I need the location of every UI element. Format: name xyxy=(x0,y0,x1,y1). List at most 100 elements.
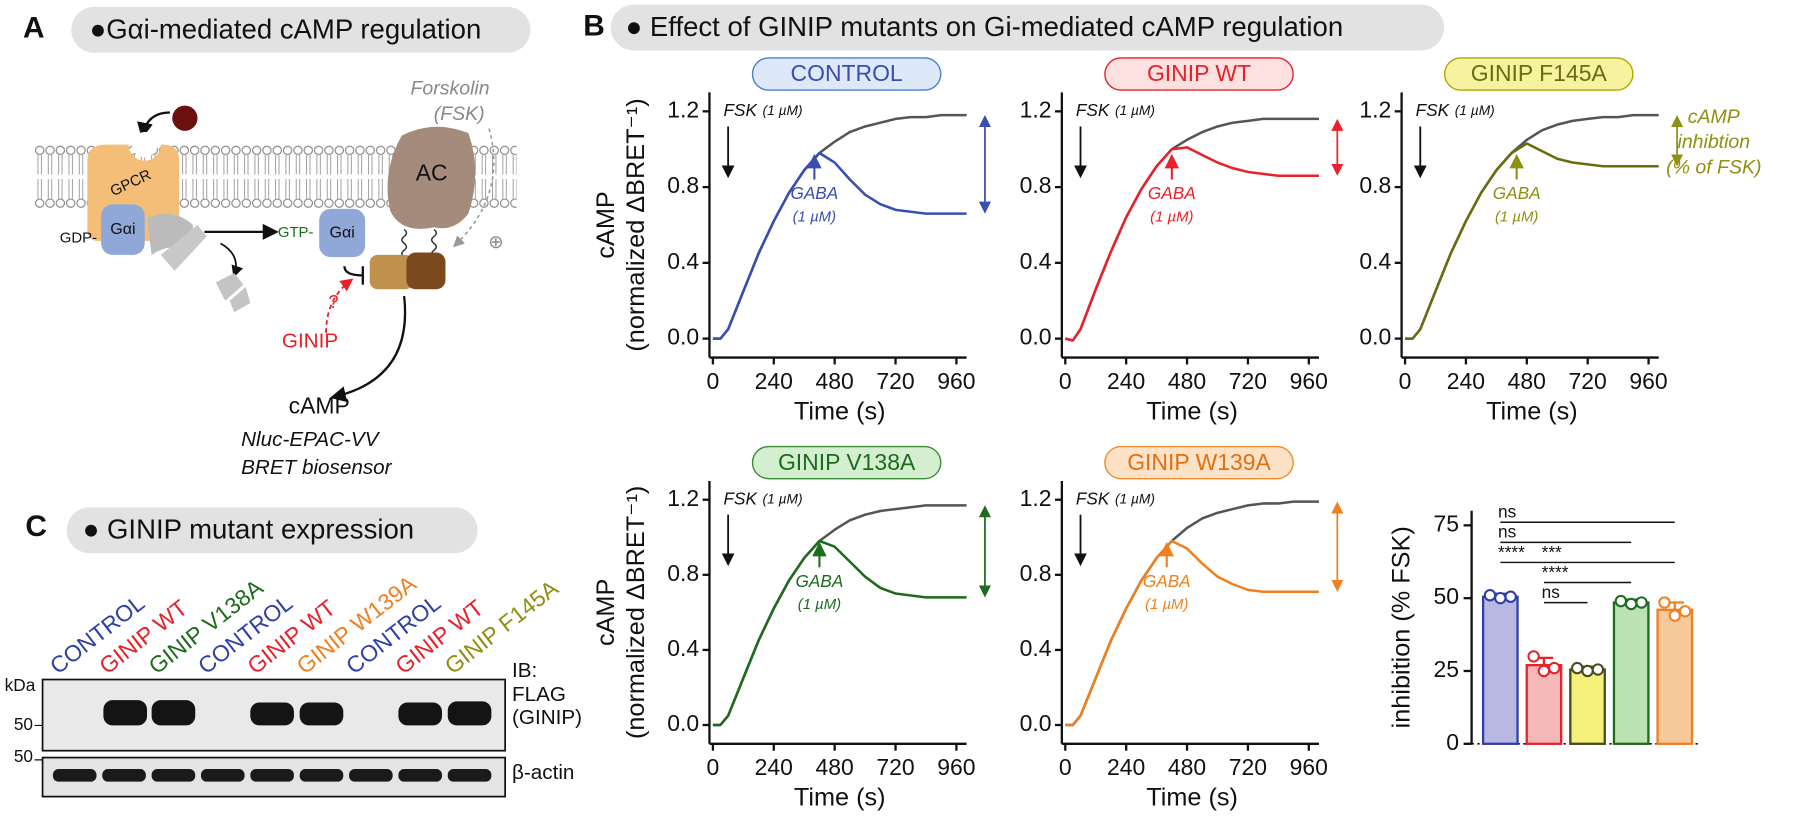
series-line xyxy=(1405,113,1659,340)
fsk-sub: (1 µM) xyxy=(1115,103,1155,118)
flag-bands xyxy=(103,700,492,726)
g-alpha xyxy=(319,208,366,258)
y-tick-label: 0.0 xyxy=(1020,324,1052,350)
actin-band xyxy=(102,769,146,782)
note: inhibtion xyxy=(1677,131,1750,153)
y-tick-label: 0.4 xyxy=(1359,248,1391,274)
fsk-sub: (1 µM) xyxy=(1115,491,1155,506)
data-point xyxy=(1537,664,1551,678)
actin-band xyxy=(151,769,196,782)
title-pill xyxy=(1104,445,1294,480)
actin-band xyxy=(349,769,393,782)
x-axis-label: Time (s) xyxy=(794,397,886,425)
gaba-label: GABA xyxy=(1493,183,1541,203)
gdp-label: GDP- xyxy=(60,230,97,247)
catalytic-domain xyxy=(406,252,446,290)
fsk-label: FSK xyxy=(1076,100,1111,120)
panel-title: ● GINIP mutant expression xyxy=(83,514,414,545)
line-chart: GINIP WT 0.0 0.4 0.8 1.2 0 240 480 720 960 Time (s… xyxy=(1020,57,1344,425)
marker-label: 50 xyxy=(14,714,33,734)
y-tick-label: 0.8 xyxy=(1359,172,1391,198)
y-tick-label: 0.8 xyxy=(667,172,699,198)
arrow xyxy=(453,128,495,248)
actin-band xyxy=(447,769,492,782)
sensor-label: Nluc-EPAC-VV xyxy=(241,428,381,451)
line-chart: GINIP F145A 0.0 0.4 0.8 1.2 0 240 480 720 960 Time… xyxy=(1359,57,1761,425)
chart-title: CONTROL xyxy=(791,60,903,86)
y-tick-label: 0.8 xyxy=(667,560,699,586)
data-point xyxy=(1494,591,1507,605)
y-tick-label: 0.0 xyxy=(1359,324,1391,350)
note: cAMP xyxy=(1688,106,1740,128)
title-pill xyxy=(1104,57,1294,91)
series-line xyxy=(712,504,967,727)
x-tick-label: 720 xyxy=(1229,368,1267,394)
x-tick-label: 960 xyxy=(1290,754,1328,780)
actin-band xyxy=(52,769,97,782)
series-line xyxy=(712,539,967,727)
x-tick-label: 960 xyxy=(937,754,975,780)
ib-label: IB: xyxy=(512,659,537,682)
bar xyxy=(1569,668,1606,745)
data-point xyxy=(1635,596,1648,609)
actin-band xyxy=(299,769,344,782)
g-alpha-label: Gαi xyxy=(329,223,354,241)
data-point xyxy=(1483,589,1497,602)
comparison-label: ns xyxy=(1542,582,1560,602)
line-chart: GINIP V138A 0.0 0.4 0.8 1.2 0 240 480 720 960 Time… xyxy=(592,445,991,812)
linker xyxy=(401,228,438,258)
line-chart: GINIP W139A 0.0 0.4 0.8 1.2 0 240 480 720 960 Time… xyxy=(1020,445,1344,812)
y-tick-label: 0.4 xyxy=(1020,635,1052,661)
camp-label: cAMP xyxy=(289,393,350,419)
data-point xyxy=(1678,605,1692,618)
title-pill xyxy=(751,445,942,480)
note: (% of FSK) xyxy=(1666,156,1761,178)
title-pill xyxy=(751,57,942,91)
series-line xyxy=(712,151,967,340)
series-line xyxy=(712,113,967,340)
comparison-label: *** xyxy=(1542,542,1562,562)
x-tick-label: 0 xyxy=(1399,368,1412,394)
x-tick-label: 960 xyxy=(937,368,975,394)
x-tick-label: 240 xyxy=(755,368,793,394)
marker-label: 50 xyxy=(14,746,33,766)
chart-title: GINIP WT xyxy=(1147,60,1251,86)
x-tick-label: 480 xyxy=(1168,368,1206,394)
gaba-sub: (1 µM) xyxy=(798,596,841,613)
kda-label: kDa xyxy=(5,675,36,695)
y-axis-label: cAMP xyxy=(592,191,620,258)
actin-band xyxy=(398,769,443,782)
gaba-label: GABA xyxy=(1143,571,1191,591)
y-tick-label: 0.8 xyxy=(1020,172,1052,198)
flag-label: FLAG xyxy=(512,683,566,706)
data-point xyxy=(1591,663,1605,676)
actin-band xyxy=(250,769,294,782)
y-axis-label: (normalized ΔBRET⁻¹) xyxy=(622,98,650,351)
y-axis-label: cAMP xyxy=(592,579,620,646)
data-point xyxy=(1581,664,1594,678)
data-point xyxy=(1668,609,1681,622)
y-tick-label: 50 xyxy=(1433,583,1459,609)
gaba-sub: (1 µM) xyxy=(1145,596,1188,613)
panel-title: ● Effect of GINIP mutants on Gi-mediated… xyxy=(626,11,1343,42)
chart-title: GINIP W139A xyxy=(1127,449,1271,475)
fsk-sub: (1 µM) xyxy=(763,491,803,506)
y-tick-label: 1.2 xyxy=(1020,96,1052,122)
y-tick-label: 0.4 xyxy=(667,248,699,274)
x-tick-label: 240 xyxy=(1447,368,1485,394)
data-point xyxy=(1614,594,1628,608)
fsk-label: FSK xyxy=(1076,488,1111,508)
x-tick-label: 960 xyxy=(1629,368,1667,394)
arrow xyxy=(220,242,244,278)
x-tick-label: 240 xyxy=(755,754,793,780)
y-tick-label: 0.8 xyxy=(1020,560,1052,586)
x-tick-label: 0 xyxy=(1059,368,1072,394)
data-point xyxy=(1548,661,1561,675)
x-axis-label: Time (s) xyxy=(794,784,886,812)
heading-pill xyxy=(71,6,531,53)
y-tick-label: 1.2 xyxy=(1359,96,1391,122)
gtp-label: GTP- xyxy=(278,224,314,241)
y-axis-label: inhibition (% FSK) xyxy=(1387,526,1415,728)
